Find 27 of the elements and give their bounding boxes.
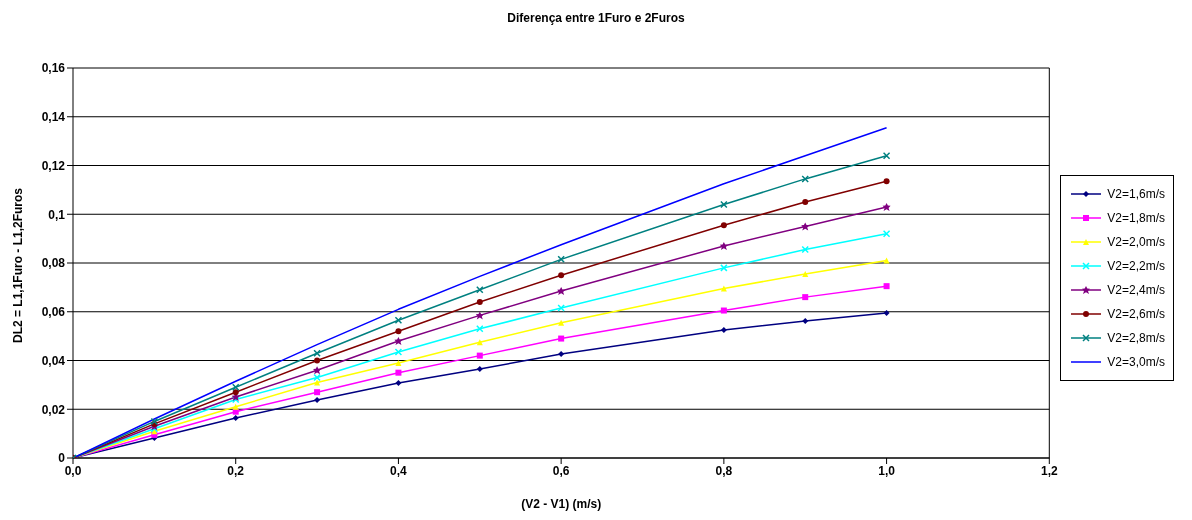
legend-label: V2=2,0m/s bbox=[1107, 235, 1165, 249]
y-tick-label: 0,06 bbox=[41, 305, 66, 320]
y-tick-label: 0,14 bbox=[41, 110, 66, 125]
x-axis-title: (V2 - V1) (m/s) bbox=[521, 497, 602, 511]
legend-label: V2=2,4m/s bbox=[1107, 283, 1165, 297]
x-tick-label: 0,8 bbox=[715, 463, 733, 478]
legend-label: V2=1,8m/s bbox=[1107, 211, 1165, 225]
legend-label: V2=1,6m/s bbox=[1107, 187, 1165, 201]
legend-label: V2=3,0m/s bbox=[1107, 355, 1165, 369]
y-tick-label: 0,12 bbox=[41, 158, 66, 173]
y-tick-label: 0 bbox=[58, 451, 66, 466]
y-tick-label: 0,16 bbox=[41, 61, 66, 76]
x-tick-label: 0,6 bbox=[552, 463, 570, 478]
y-tick-label: 0,04 bbox=[41, 353, 66, 368]
legend-label: V2=2,8m/s bbox=[1107, 331, 1165, 345]
x-tick-label: 1,0 bbox=[878, 463, 896, 478]
x-tick-label: 0,4 bbox=[390, 463, 408, 478]
x-tick-label: 0,0 bbox=[64, 463, 82, 478]
x-tick-label: 1,2 bbox=[1040, 463, 1058, 478]
y-tick-label: 0,1 bbox=[48, 207, 66, 222]
legend-label: V2=2,2m/s bbox=[1107, 259, 1165, 273]
y-tick-label: 0,02 bbox=[41, 402, 66, 417]
legend-label: V2=2,6m/s bbox=[1107, 307, 1165, 321]
y-tick-label: 0,08 bbox=[41, 256, 66, 271]
x-tick-label: 0,2 bbox=[227, 463, 245, 478]
chart-title: Diferença entre 1Furo e 2Furos bbox=[506, 10, 686, 27]
y-axis-title: DL2 = L1,1Furo - L1,2Furos bbox=[11, 187, 26, 343]
